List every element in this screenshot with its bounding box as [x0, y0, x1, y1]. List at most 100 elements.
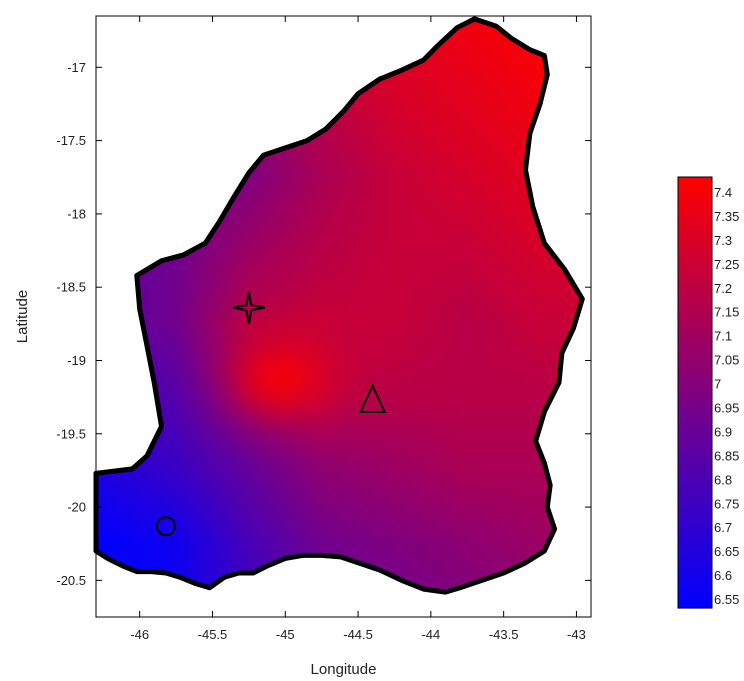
surface-cell — [224, 456, 229, 461]
surface-cell — [220, 416, 225, 421]
surface-cell — [196, 392, 201, 397]
surface-cell — [196, 520, 201, 525]
surface-cell — [112, 552, 117, 557]
surface-cell — [196, 528, 201, 533]
surface-cell — [196, 508, 201, 513]
surface-cell — [208, 244, 213, 249]
surface-cell — [164, 384, 169, 389]
surface-cell — [124, 488, 129, 493]
surface-cell — [204, 472, 209, 477]
surface-cell — [204, 440, 209, 445]
surface-cell — [184, 568, 189, 573]
surface-cell — [204, 368, 209, 373]
surface-cell — [168, 420, 173, 425]
surface-cell — [172, 368, 177, 373]
surface-cell — [168, 396, 173, 401]
surface-cell — [200, 452, 205, 457]
surface-cell — [188, 512, 193, 517]
surface-cell — [208, 404, 213, 409]
surface-cell — [132, 508, 137, 513]
surface-cell — [212, 484, 217, 489]
surface-cell — [216, 360, 221, 365]
surface-cell — [132, 560, 137, 565]
surface-cell — [140, 560, 145, 565]
surface-cell — [212, 376, 217, 381]
surface-cell — [180, 276, 185, 281]
surface-cell — [224, 468, 229, 473]
surface-cell — [200, 444, 205, 449]
surface-cell — [196, 496, 201, 501]
surface-cell — [220, 336, 225, 341]
surface-cell — [120, 536, 125, 541]
surface-cell — [200, 548, 205, 553]
surface-cell — [224, 508, 229, 513]
surface-cell — [192, 576, 197, 581]
surface-cell — [176, 316, 181, 321]
surface-cell — [192, 372, 197, 377]
surface-cell — [116, 552, 121, 557]
surface-cell — [208, 276, 213, 281]
surface-cell — [116, 544, 121, 549]
surface-cell — [200, 468, 205, 473]
surface-cell — [212, 420, 217, 425]
surface-cell — [156, 472, 161, 477]
surface-cell — [216, 576, 221, 581]
surface-cell — [152, 492, 157, 497]
surface-cell — [140, 476, 145, 481]
surface-cell — [220, 224, 225, 229]
surface-cell — [160, 360, 165, 365]
surface-cell — [164, 360, 169, 365]
surface-cell — [196, 536, 201, 541]
surface-cell — [188, 360, 193, 365]
surface-cell — [216, 328, 221, 333]
surface-cell — [188, 320, 193, 325]
surface-cell — [224, 252, 229, 257]
surface-cell — [204, 480, 209, 485]
surface-cell — [148, 508, 153, 513]
surface-cell — [176, 540, 181, 545]
surface-cell — [104, 512, 109, 517]
surface-cell — [204, 316, 209, 321]
surface-cell — [172, 340, 177, 345]
surface-cell — [200, 316, 205, 321]
surface-cell — [192, 568, 197, 573]
surface-cell — [120, 504, 125, 509]
surface-cell — [120, 508, 125, 513]
surface-cell — [160, 476, 165, 481]
surface-cell — [180, 272, 185, 277]
surface-cell — [212, 532, 217, 537]
surface-cell — [200, 420, 205, 425]
surface-cell — [100, 496, 105, 501]
surface-cell — [128, 512, 133, 517]
surface-cell — [128, 544, 133, 549]
surface-cell — [140, 516, 145, 521]
surface-cell — [156, 324, 161, 329]
surface-cell — [136, 520, 141, 525]
surface-cell — [200, 556, 205, 561]
surface-cell — [220, 228, 225, 233]
surface-cell — [192, 336, 197, 341]
surface-cell — [144, 524, 149, 529]
surface-cell — [152, 532, 157, 537]
surface-cell — [152, 560, 157, 565]
surface-cell — [204, 264, 209, 269]
surface-cell — [104, 540, 109, 545]
surface-cell — [148, 560, 153, 565]
surface-cell — [208, 508, 213, 513]
surface-cell — [156, 564, 161, 569]
surface-cell — [224, 556, 229, 561]
surface-cell — [200, 456, 205, 461]
surface-cell — [124, 492, 129, 497]
surface-cell — [160, 560, 165, 565]
surface-cell — [108, 548, 113, 553]
surface-cell — [148, 468, 153, 473]
surface-cell — [196, 284, 201, 289]
surface-cell — [204, 372, 209, 377]
surface-cell — [212, 524, 217, 529]
surface-cell — [184, 324, 189, 329]
surface-cell — [208, 256, 213, 261]
surface-cell — [200, 516, 205, 521]
surface-cell — [160, 364, 165, 369]
surface-cell — [144, 464, 149, 469]
surface-cell — [216, 560, 221, 565]
